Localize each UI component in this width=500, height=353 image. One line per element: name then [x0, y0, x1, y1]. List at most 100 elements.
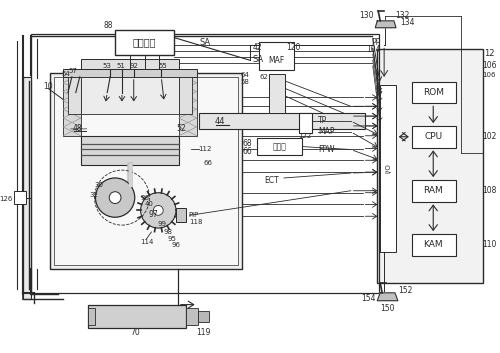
Bar [179, 77, 192, 114]
Text: 66: 66 [204, 160, 212, 166]
Circle shape [154, 205, 163, 215]
Text: 32: 32 [89, 192, 98, 198]
Text: 154: 154 [361, 294, 376, 303]
Text: 106: 106 [482, 72, 496, 78]
Text: 98: 98 [164, 229, 172, 235]
Bar [378, 49, 484, 283]
Text: SA: SA [252, 55, 264, 64]
Text: 12: 12 [484, 49, 494, 58]
Bar [63, 69, 196, 77]
Circle shape [140, 193, 176, 228]
Bar [412, 234, 456, 256]
Text: 150: 150 [380, 304, 394, 313]
Text: MAP: MAP [318, 127, 335, 136]
Bar [179, 75, 196, 136]
Text: 57: 57 [68, 68, 78, 74]
Text: 152: 152 [398, 286, 412, 295]
Text: 点火系统: 点火系统 [133, 37, 156, 47]
Text: 54: 54 [62, 71, 70, 77]
Text: 126: 126 [0, 196, 13, 202]
Bar [258, 138, 302, 155]
Text: TP: TP [318, 115, 328, 125]
Text: 36: 36 [140, 195, 149, 201]
Text: 88: 88 [104, 21, 113, 30]
Bar [176, 208, 186, 222]
Bar [80, 77, 179, 114]
Text: 64: 64 [240, 72, 250, 78]
Text: 52: 52 [176, 124, 186, 133]
Bar [63, 75, 80, 136]
Bar [412, 126, 456, 148]
Text: MAF: MAF [268, 56, 284, 65]
Bar [23, 77, 30, 299]
Text: SA: SA [200, 38, 211, 47]
Bar [412, 82, 456, 103]
Text: 68: 68 [243, 139, 252, 148]
Text: KAM: KAM [424, 240, 443, 249]
Text: I/O: I/O [385, 163, 391, 173]
Bar [88, 307, 96, 325]
Text: 58: 58 [240, 79, 250, 85]
Text: PIP: PIP [188, 212, 199, 218]
Text: 95: 95 [168, 236, 176, 242]
Text: 132: 132 [395, 11, 409, 20]
Text: 驱动器: 驱动器 [272, 142, 286, 151]
Text: 118: 118 [188, 219, 202, 225]
Circle shape [96, 178, 134, 217]
Bar [198, 311, 209, 322]
Bar [380, 85, 396, 252]
Text: 62: 62 [260, 74, 268, 80]
Text: 55: 55 [159, 63, 168, 69]
Text: 110: 110 [482, 240, 496, 249]
Text: CPU: CPU [424, 132, 442, 141]
Text: PP: PP [371, 38, 380, 47]
Text: 48: 48 [73, 124, 83, 133]
Text: 66: 66 [243, 147, 252, 156]
Bar [54, 77, 238, 265]
Bar [50, 73, 242, 269]
Bar [88, 305, 186, 328]
Bar [260, 42, 294, 70]
Polygon shape [378, 293, 398, 301]
Circle shape [109, 192, 121, 203]
Bar [80, 136, 179, 165]
Bar [298, 113, 312, 133]
Text: FPW: FPW [318, 145, 335, 154]
Text: RAM: RAM [424, 186, 443, 195]
Bar [115, 30, 174, 55]
Text: ECT: ECT [264, 176, 279, 185]
Bar [186, 307, 198, 325]
Text: 42: 42 [252, 43, 262, 52]
Bar [198, 113, 366, 129]
Text: 134: 134 [400, 18, 415, 27]
Text: 114: 114 [140, 239, 153, 245]
Text: 97: 97 [148, 210, 158, 219]
Bar [30, 34, 379, 293]
Text: 99: 99 [158, 221, 166, 227]
Text: 96: 96 [172, 242, 180, 248]
Bar [14, 191, 26, 204]
Text: ROM: ROM [422, 88, 444, 97]
Bar [412, 180, 456, 202]
Text: 108: 108 [482, 186, 496, 195]
Text: 53: 53 [103, 63, 112, 69]
Polygon shape [376, 21, 396, 28]
Text: 106: 106 [482, 61, 496, 70]
Text: 120: 120 [286, 43, 301, 52]
Bar [270, 74, 285, 113]
Text: 104: 104 [366, 45, 380, 54]
Text: 102: 102 [482, 132, 496, 141]
Text: 70: 70 [130, 328, 140, 337]
Text: 130: 130 [359, 11, 374, 20]
Text: 119: 119 [196, 328, 210, 337]
Bar [80, 59, 179, 69]
Text: 44: 44 [215, 116, 226, 126]
Text: 30: 30 [95, 182, 104, 188]
Text: 112: 112 [198, 145, 212, 151]
Bar [68, 77, 80, 114]
Text: 51: 51 [116, 63, 126, 69]
Text: 40: 40 [145, 202, 154, 208]
Text: 92: 92 [130, 63, 138, 69]
Text: 10: 10 [44, 82, 53, 91]
Text: 122: 122 [298, 133, 312, 139]
